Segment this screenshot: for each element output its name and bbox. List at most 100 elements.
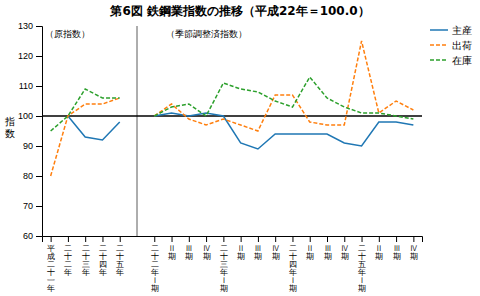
legend-label: 在庫 — [452, 55, 472, 66]
x-tick-mark — [172, 236, 173, 242]
x-tick-mark — [154, 236, 155, 242]
x-tick-mark — [68, 236, 69, 242]
series-line — [51, 77, 414, 131]
title: 第6図 鉄鋼業指数の推移（平成22年＝100.0） — [109, 4, 369, 18]
y-tick-label: 100 — [18, 111, 33, 121]
x-tick: Ⅲ期 — [254, 236, 262, 261]
x-tick-label: 二十五年Ⅰ期 — [358, 244, 366, 293]
x-tick-mark — [241, 236, 242, 242]
y-tick: 80 — [23, 171, 42, 181]
x-tick-mark — [275, 236, 276, 242]
x-tick-label: 平成二十一年 — [47, 244, 55, 293]
x-tick: Ⅱ期 — [237, 236, 245, 261]
x-tick-mark — [51, 236, 52, 242]
x-tick: Ⅱ期 — [306, 236, 314, 261]
x-tick-label: 二十二年 — [64, 244, 72, 277]
section-divider — [137, 26, 138, 236]
x-tick-mark — [396, 236, 397, 242]
x-tick-mark — [344, 236, 345, 242]
annotation: （季節調整済指数） — [166, 29, 247, 39]
legend-swatch — [430, 44, 448, 46]
x-tick: 二十四年 — [99, 236, 107, 277]
y-tick-mark — [36, 206, 42, 207]
legend: 主産出荷在庫 — [430, 25, 472, 66]
y-tick-mark — [36, 56, 42, 57]
y-tick-label: 70 — [23, 201, 33, 211]
y-tick-label: 110 — [19, 81, 33, 91]
legend-item: 在庫 — [430, 55, 472, 66]
y-tick-label: 130 — [18, 21, 33, 31]
chart: 60 70 80 90 100 110 120 130 平成二十一年 二十二年 二十三年 二十四年 二十… — [0, 0, 480, 296]
x-tick-mark — [310, 236, 311, 242]
y-tick: 120 — [18, 51, 42, 61]
y-axis-title: 指数 — [4, 116, 15, 139]
x-tick-label: Ⅱ期 — [306, 244, 314, 261]
x-tick-label: Ⅳ期 — [410, 244, 418, 261]
x-tick: Ⅳ期 — [410, 236, 418, 261]
y-tick: 130 — [18, 21, 42, 31]
x-tick: 二十五年Ⅰ期 — [358, 236, 366, 293]
legend-item: 主産 — [430, 25, 472, 36]
x-tick-mark — [413, 236, 414, 242]
y-tick-mark — [36, 176, 42, 177]
x-tick: Ⅳ期 — [272, 236, 280, 261]
x-tick: Ⅱ期 — [168, 236, 176, 261]
x-tick: 二十三年 — [82, 236, 90, 277]
x-tick-label: Ⅲ期 — [185, 244, 193, 261]
legend-swatch — [430, 59, 448, 61]
y-tick-label: 120 — [18, 51, 33, 61]
y-tick: 110 — [19, 81, 42, 91]
reference-line — [42, 115, 422, 117]
plot: 60 70 80 90 100 110 120 130 平成二十一年 二十二年 二十三年 二十四年 二十… — [18, 21, 423, 292]
y-tick-label: 90 — [23, 141, 33, 151]
x-tick-label: Ⅲ期 — [324, 244, 332, 261]
x-tick-mark — [258, 236, 259, 242]
x-tick-mark — [189, 236, 190, 242]
x-tick-label: 二十四年 — [99, 244, 107, 277]
x-tick-label: 二十五年 — [116, 244, 124, 277]
x-tick-label: 二十二年Ⅰ期 — [151, 244, 159, 293]
x-tick-mark — [362, 236, 363, 242]
y-tick-mark — [36, 86, 42, 87]
x-tick-label: Ⅲ期 — [254, 244, 262, 261]
x-tick-label: Ⅲ期 — [393, 244, 401, 261]
series-line — [51, 41, 414, 176]
annotation: （原指数） — [45, 29, 90, 39]
x-tick-label: Ⅱ期 — [237, 244, 245, 261]
x-tick-mark — [379, 236, 380, 242]
x-tick: 二十二年Ⅰ期 — [151, 236, 159, 293]
x-tick-mark — [102, 236, 103, 242]
y-axis: 60 70 80 90 100 110 120 130 — [18, 21, 43, 241]
y-tick: 60 — [23, 231, 42, 241]
x-tick-label: Ⅳ期 — [341, 244, 349, 261]
x-tick-label: Ⅱ期 — [168, 244, 176, 261]
x-tick: 二十五年 — [116, 236, 124, 277]
legend-item: 出荷 — [430, 40, 472, 51]
x-axis: 平成二十一年 二十二年 二十三年 二十四年 二十五年 二十二年Ⅰ期 Ⅱ期 Ⅲ期 Ⅳ期 二十三年Ⅰ期… — [43, 236, 423, 293]
x-tick-mark — [223, 236, 224, 242]
x-tick-label: Ⅱ期 — [375, 244, 383, 261]
y-tick-mark — [36, 116, 42, 117]
x-tick-mark — [292, 236, 293, 242]
y-tick-label: 80 — [23, 171, 33, 181]
x-tick: Ⅲ期 — [393, 236, 401, 261]
y-tick-mark — [36, 146, 42, 147]
y-axis-line — [36, 27, 43, 237]
x-tick: 二十三年Ⅰ期 — [220, 236, 228, 293]
x-axis-line — [43, 237, 423, 243]
x-tick: 二十四年Ⅰ期 — [289, 236, 297, 293]
y-tick: 100 — [18, 111, 42, 121]
x-tick: Ⅳ期 — [203, 236, 211, 261]
data-area — [42, 41, 422, 176]
y-tick-mark — [36, 236, 42, 237]
y-tick: 70 — [23, 201, 42, 211]
x-tick: 二十二年 — [64, 236, 72, 277]
x-tick-label: 二十四年Ⅰ期 — [289, 244, 297, 293]
y-tick-mark — [36, 26, 42, 27]
x-tick: Ⅲ期 — [324, 236, 332, 261]
x-tick: Ⅲ期 — [185, 236, 193, 261]
x-tick-mark — [206, 236, 207, 242]
x-tick-mark — [327, 236, 328, 242]
legend-label: 出荷 — [452, 40, 472, 51]
legend-swatch — [430, 29, 448, 31]
